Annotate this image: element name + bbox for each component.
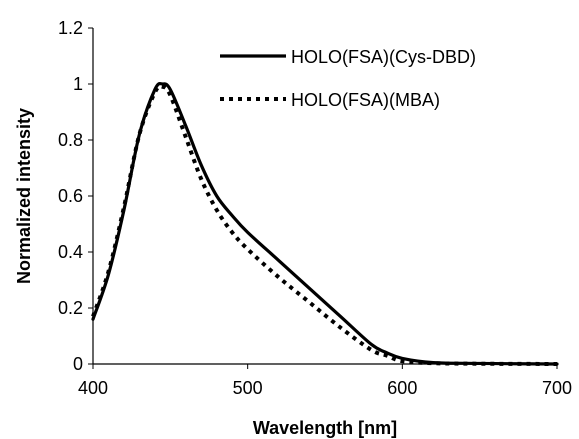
x-axis-ticks: 400 500 600 700 — [78, 364, 572, 398]
y-tick-label: 1.2 — [58, 18, 83, 38]
legend-label-1: HOLO(FSA)(Cys-DBD) — [291, 47, 476, 67]
x-tick-label: 700 — [542, 378, 572, 398]
legend-label-2: HOLO(FSA)(MBA) — [291, 90, 440, 110]
y-tick-label: 0.8 — [58, 130, 83, 150]
legend: HOLO(FSA)(Cys-DBD) HOLO(FSA)(MBA) — [220, 47, 476, 110]
y-tick-label: 0.4 — [58, 242, 83, 262]
y-tick-label: 0.2 — [58, 298, 83, 318]
x-axis-title: Wavelength [nm] — [253, 418, 397, 438]
y-tick-label: 1 — [73, 74, 83, 94]
y-tick-label: 0 — [73, 354, 83, 374]
y-tick-label: 0.6 — [58, 186, 83, 206]
series-line-2 — [91, 84, 558, 366]
x-tick-label: 600 — [387, 378, 417, 398]
series-line-1 — [91, 81, 559, 366]
y-axis-ticks: 0 0.2 0.4 0.6 0.8 1 1.2 — [58, 18, 93, 374]
x-tick-label: 500 — [233, 378, 263, 398]
series-layer — [91, 81, 559, 366]
x-tick-label: 400 — [78, 378, 108, 398]
plot-frame — [92, 28, 557, 365]
y-axis-title: Normalized intensity — [14, 108, 34, 284]
